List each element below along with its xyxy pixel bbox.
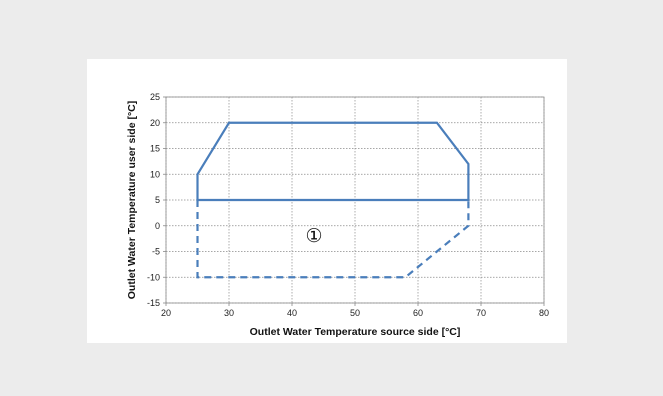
solid-envelope-line: [196, 121, 470, 202]
y-tick-label: 10: [150, 169, 160, 179]
y-tick-label: -5: [152, 247, 160, 257]
x-axis-title: Outlet Water Temperature source side [°C…: [250, 326, 461, 338]
y-tick-label: 20: [150, 118, 160, 128]
x-tick-label: 80: [539, 308, 549, 318]
grid: [163, 96, 545, 306]
y-tick-label: 15: [150, 144, 160, 154]
operating-envelope-chart: -15 -10 -5 0 5 10 15 20 25 20 30 40 50 60 70 80 ① Outle…: [126, 92, 549, 338]
y-tick-label: -15: [147, 298, 160, 308]
x-tick-label: 20: [161, 308, 171, 318]
x-tick-label: 70: [476, 308, 486, 318]
dashed-envelope-line: [196, 200, 470, 279]
chart-card: -15 -10 -5 0 5 10 15 20 25 20 30 40 50 60 70 80 ① Outle…: [87, 59, 567, 343]
y-axis-title: Outlet Water Temperature user side [°C]: [126, 101, 138, 300]
x-tick-label: 30: [224, 308, 234, 318]
series-layer: [196, 121, 470, 279]
x-tick-label: 40: [287, 308, 297, 318]
tick-labels: -15 -10 -5 0 5 10 15 20 25 20 30 40 50 60 70 80: [147, 92, 549, 318]
y-tick-label: -10: [147, 272, 160, 282]
plot-frame: [165, 96, 545, 304]
x-tick-label: 50: [350, 308, 360, 318]
y-tick-label: 5: [155, 195, 160, 205]
annotations: ①: [306, 225, 323, 247]
region-marker-label: ①: [306, 225, 323, 247]
y-tick-label: 25: [150, 92, 160, 102]
x-tick-label: 60: [413, 308, 423, 318]
y-tick-label: 0: [155, 221, 160, 231]
